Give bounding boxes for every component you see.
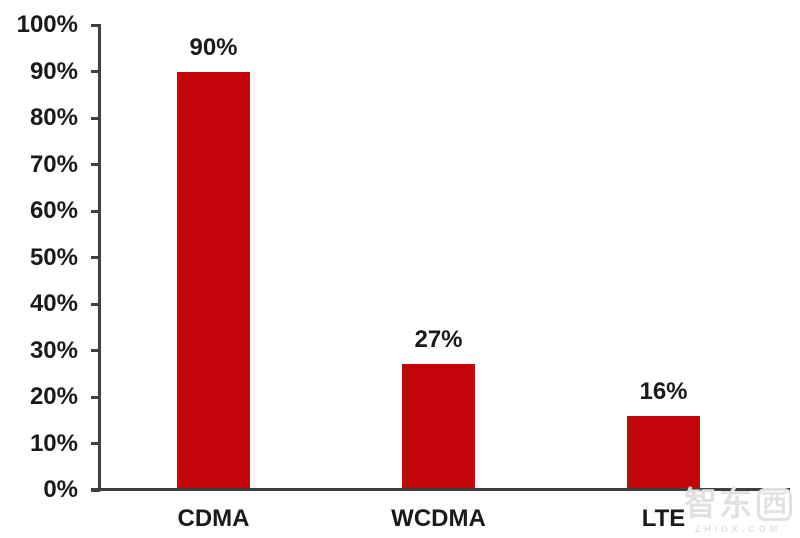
- y-tick-mark: [91, 256, 100, 259]
- y-tick-mark: [91, 70, 100, 73]
- bar-cdma: [177, 71, 250, 490]
- y-tick-mark: [91, 23, 100, 27]
- data-label: 27%: [414, 326, 463, 354]
- x-axis-line: [91, 488, 790, 491]
- data-label: 16%: [639, 377, 688, 405]
- y-tick-label: 40%: [29, 290, 78, 317]
- watermark-text: 智东: [683, 485, 754, 522]
- watermark-logo: 智东 西: [684, 486, 792, 522]
- y-tick-label: 20%: [29, 383, 78, 410]
- x-tick-label: CDMA: [177, 505, 250, 532]
- watermark-subtext: ZHIDX.COM: [694, 524, 782, 534]
- x-tick-label: LTE: [641, 505, 686, 532]
- y-tick-label: 50%: [29, 243, 78, 271]
- y-axis-line: [98, 24, 101, 491]
- y-tick-mark: [91, 349, 100, 352]
- y-tick-label: 70%: [29, 150, 78, 178]
- y-tick-label: 30%: [29, 336, 78, 364]
- data-label: 90%: [189, 33, 238, 61]
- y-tick-mark: [91, 209, 100, 213]
- y-tick-label: 0%: [43, 476, 78, 503]
- x-tick-label: WCDMA: [391, 505, 486, 532]
- bar-lte: [627, 415, 700, 490]
- y-tick-mark: [91, 302, 100, 306]
- y-tick-label: 80%: [29, 104, 78, 131]
- y-tick-label: 60%: [29, 197, 78, 224]
- watermark-boxed-char: 西: [756, 487, 792, 521]
- y-tick-mark: [91, 116, 100, 120]
- y-tick-label: 10%: [29, 429, 78, 457]
- y-tick-label: 100%: [16, 11, 78, 38]
- y-tick-label: 90%: [29, 57, 78, 85]
- y-tick-mark: [91, 442, 100, 445]
- y-tick-mark: [91, 163, 100, 166]
- y-tick-mark: [91, 395, 100, 399]
- watermark: 智东 西 ZHIDX.COM: [684, 486, 792, 534]
- bar-wcdma: [402, 364, 475, 490]
